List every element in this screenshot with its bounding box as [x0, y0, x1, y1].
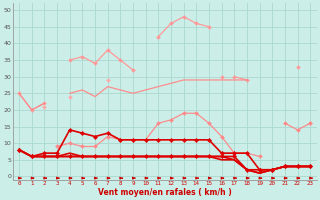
- X-axis label: Vent moyen/en rafales ( km/h ): Vent moyen/en rafales ( km/h ): [98, 188, 231, 197]
